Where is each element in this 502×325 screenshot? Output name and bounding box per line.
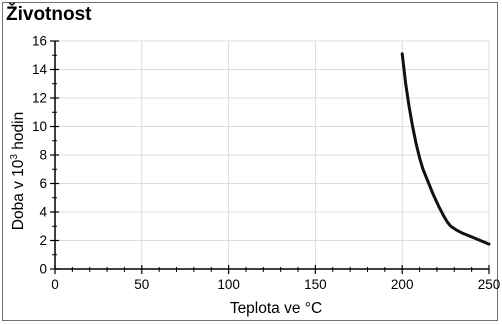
data-point bbox=[437, 205, 440, 208]
y-tick-label: 14 bbox=[32, 62, 48, 77]
data-point bbox=[488, 243, 490, 245]
y-tick-label: 2 bbox=[39, 233, 47, 248]
x-tick-label: 200 bbox=[391, 277, 414, 292]
x-tick-label: 150 bbox=[304, 277, 327, 292]
data-point bbox=[446, 221, 449, 223]
y-tick-label: 12 bbox=[32, 91, 47, 106]
chart-frame bbox=[2, 2, 498, 321]
x-tick-label: 250 bbox=[478, 277, 501, 292]
y-label-suffix: hodin bbox=[10, 112, 27, 154]
y-tick-label: 6 bbox=[39, 176, 47, 191]
data-point bbox=[470, 236, 473, 238]
y-tick-label: 0 bbox=[39, 262, 47, 277]
data-point bbox=[404, 82, 407, 85]
ticks: 0 2 4 6 8 10 12 14 16 0 50 100 150 200 250 bbox=[32, 34, 500, 293]
series-group bbox=[400, 52, 491, 246]
x-tick-label: 50 bbox=[134, 277, 149, 292]
x-tick-label: 100 bbox=[217, 277, 240, 292]
data-point bbox=[415, 142, 417, 145]
chart-title: Životnost bbox=[6, 4, 92, 25]
data-point bbox=[422, 168, 424, 171]
data-point bbox=[418, 157, 421, 159]
y-tick-label: 10 bbox=[32, 119, 47, 134]
data-point bbox=[401, 53, 404, 55]
data-point bbox=[462, 232, 464, 235]
y-tick-label: 4 bbox=[39, 205, 47, 220]
data-point bbox=[450, 225, 452, 228]
data-point bbox=[408, 105, 410, 108]
data-point bbox=[427, 181, 430, 183]
y-axis-label: Doba v 103 hodin bbox=[9, 112, 27, 230]
y-tick-label: 16 bbox=[32, 34, 47, 49]
data-point bbox=[432, 194, 435, 196]
y-tick-label: 8 bbox=[39, 148, 47, 163]
y-label-prefix: Doba v 10 bbox=[10, 159, 27, 230]
grid-lines bbox=[55, 40, 490, 269]
data-point bbox=[479, 239, 482, 242]
data-point bbox=[455, 229, 457, 231]
series-line bbox=[400, 52, 491, 246]
data-point bbox=[443, 215, 445, 218]
y-label-superscript: 3 bbox=[9, 154, 20, 160]
x-tick-label: 0 bbox=[51, 277, 59, 292]
x-axis-label: Teplota ve °C bbox=[230, 300, 322, 317]
data-point bbox=[411, 125, 414, 128]
